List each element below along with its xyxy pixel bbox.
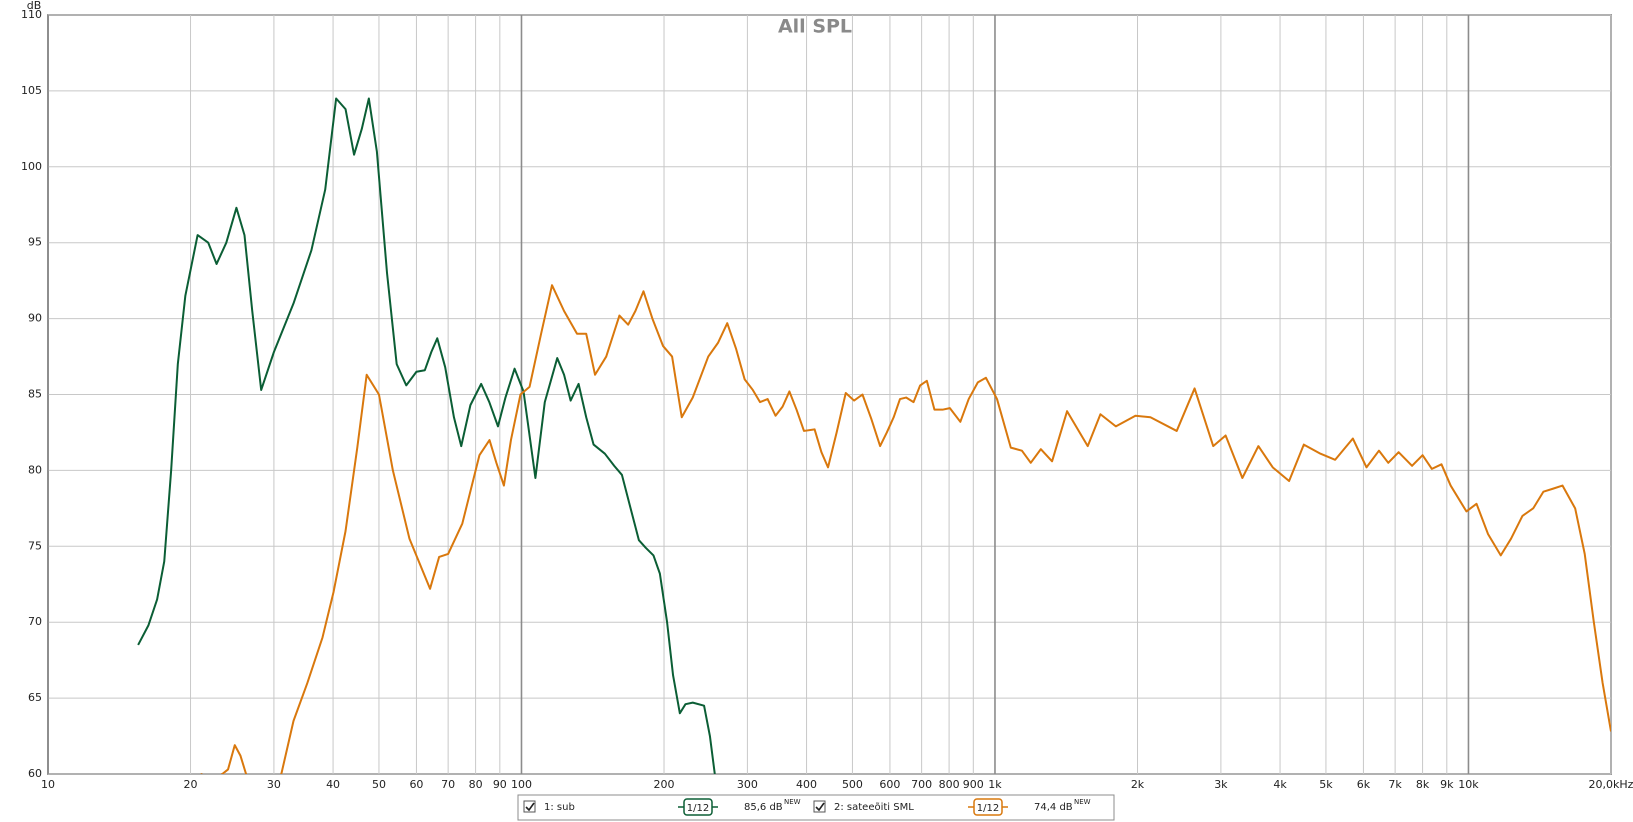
x-tick-label: 500: [842, 778, 863, 791]
y-tick-label: 105: [21, 84, 42, 97]
legend-checkbox[interactable]: [523, 800, 536, 813]
y-tick-label: 85: [28, 388, 42, 401]
x-tick-label: 3k: [1214, 778, 1228, 791]
y-tick-label: 110: [21, 8, 42, 21]
legend-checkbox[interactable]: [813, 800, 826, 813]
y-tick-label: 70: [28, 615, 42, 628]
smoothing-box: [973, 798, 1003, 816]
legend-level: 74,4 dB: [1034, 802, 1073, 813]
legend-check: [525, 802, 535, 812]
chart-title: All SPL: [778, 16, 852, 38]
x-tick-label: 5k: [1319, 778, 1333, 791]
y-tick-label: 100: [21, 160, 42, 173]
series-line: [200, 284, 1611, 774]
x-tick-label: 300: [737, 778, 758, 791]
legend-level-tag: NEW: [1074, 798, 1091, 806]
x-tick-label: 50: [372, 778, 386, 791]
x-tick-label: 400: [796, 778, 817, 791]
smoothing-box: [683, 798, 713, 816]
y-tick-label: 75: [28, 539, 42, 552]
x-tick-label: 7k: [1388, 778, 1402, 791]
x-tick-label: 6k: [1357, 778, 1371, 791]
legend-check: [815, 802, 825, 812]
x-tick-label: 30: [267, 778, 281, 791]
x-tick-label: 700: [911, 778, 932, 791]
y-tick-label: 60: [28, 767, 42, 780]
x-tick-label: 10k: [1458, 778, 1479, 791]
y-axis-label: dB: [27, 0, 42, 12]
x-tick-label: 20,0kHz: [1589, 778, 1633, 791]
x-tick-label: 90: [493, 778, 507, 791]
x-tick-label: 600: [879, 778, 900, 791]
x-tick-label: 200: [654, 778, 675, 791]
y-tick-label: 90: [28, 312, 42, 325]
legend-label: 1: sub: [544, 802, 575, 813]
x-tick-label: 40: [326, 778, 340, 791]
x-tick-label: 10: [41, 778, 55, 791]
legend-level: 85,6 dB: [744, 802, 783, 813]
y-tick-label: 95: [28, 236, 42, 249]
x-tick-label: 800: [939, 778, 960, 791]
smoothing-label: 1/12: [687, 803, 709, 814]
x-tick-label: 70: [441, 778, 455, 791]
smoothing-label: 1/12: [977, 803, 999, 814]
x-tick-label: 8k: [1416, 778, 1430, 791]
legend-level-tag: NEW: [784, 798, 801, 806]
series-line: [137, 97, 716, 774]
x-tick-label: 4k: [1273, 778, 1287, 791]
y-tick-label: 80: [28, 463, 42, 476]
x-tick-label: 900: [963, 778, 984, 791]
x-tick-label: 1k: [988, 778, 1002, 791]
curves: [137, 97, 1611, 774]
x-tick-label: 80: [469, 778, 483, 791]
legend-label: 2: sateeõiti SML: [834, 802, 914, 813]
y-tick-label: 65: [28, 691, 42, 704]
x-tick-label: 60: [409, 778, 423, 791]
x-tick-label: 9k: [1440, 778, 1454, 791]
x-tick-label: 2k: [1131, 778, 1145, 791]
x-tick-label: 20: [184, 778, 198, 791]
x-tick-label: 100: [511, 778, 532, 791]
